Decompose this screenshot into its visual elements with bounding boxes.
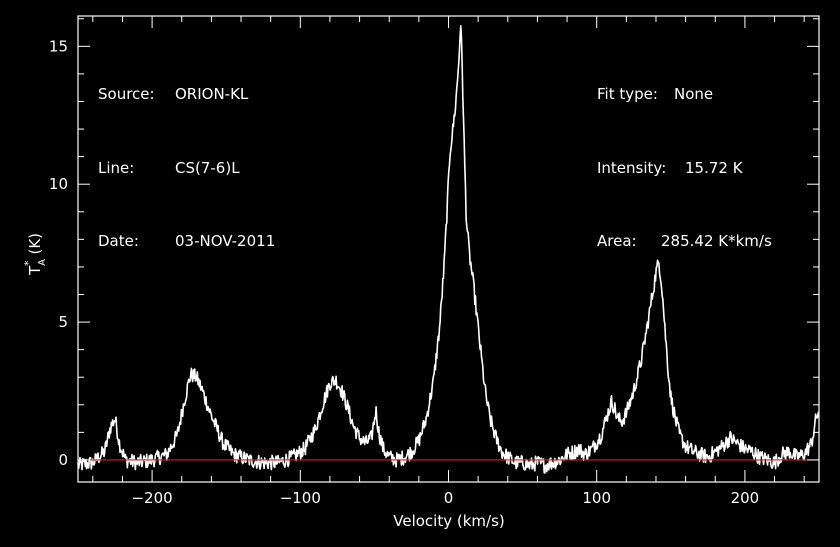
line-value: CS(7-6)L bbox=[175, 158, 240, 177]
y-tick-label: 0 bbox=[58, 451, 68, 469]
intensity-row: Intensity: 15.72 K bbox=[597, 156, 772, 181]
line-row: Line: CS(7-6)L bbox=[98, 156, 275, 181]
date-value: 03-NOV-2011 bbox=[175, 232, 276, 250]
y-axis-label: TA* (K) bbox=[22, 233, 48, 276]
y-tick-label: 10 bbox=[49, 175, 68, 193]
fit-row: Fit type: None bbox=[597, 82, 772, 107]
date-label: Date: bbox=[98, 232, 139, 250]
y-tick-label: 15 bbox=[49, 37, 68, 55]
x-axis-label: Velocity (km/s) bbox=[393, 512, 504, 530]
area-value: 285.42 K*km/s bbox=[661, 232, 772, 250]
svg-text:TA*(K): TA* (K) bbox=[22, 233, 48, 276]
x-tick-label: −200 bbox=[131, 489, 172, 507]
line-label: Line: bbox=[98, 158, 135, 177]
y-axis-label-sup: * bbox=[22, 260, 35, 266]
y-axis-label-sub: A bbox=[37, 259, 48, 266]
info-right: Fit type: None Intensity: 15.72 K Area: 285… bbox=[597, 33, 772, 278]
date-row: Date: 03-NOV-2011 bbox=[98, 229, 275, 254]
y-axis-label-unit: (K) bbox=[26, 233, 44, 255]
intensity-label: Intensity: bbox=[597, 158, 667, 177]
source-label: Source: bbox=[98, 85, 155, 103]
intensity-value: 15.72 K bbox=[685, 158, 743, 177]
x-tick-label: −100 bbox=[280, 489, 321, 507]
fit-label: Fit type: bbox=[597, 85, 658, 103]
area-label: Area: bbox=[597, 232, 637, 250]
source-value: ORION-KL bbox=[175, 85, 249, 103]
x-tick-label: 100 bbox=[582, 489, 611, 507]
source-row: Source: ORION-KL bbox=[98, 82, 275, 107]
area-row: Area: 285.42 K*km/s bbox=[597, 229, 772, 254]
fit-value: None bbox=[674, 85, 714, 103]
x-tick-label: 200 bbox=[731, 489, 760, 507]
info-left: Source: ORION-KL Line: CS(7-6)L Date: 03-NO… bbox=[98, 33, 275, 278]
y-axis-label-main: T bbox=[26, 265, 44, 276]
spectrum-trace bbox=[77, 25, 820, 474]
x-tick-label: 0 bbox=[444, 489, 454, 507]
y-tick-label: 5 bbox=[58, 313, 68, 331]
